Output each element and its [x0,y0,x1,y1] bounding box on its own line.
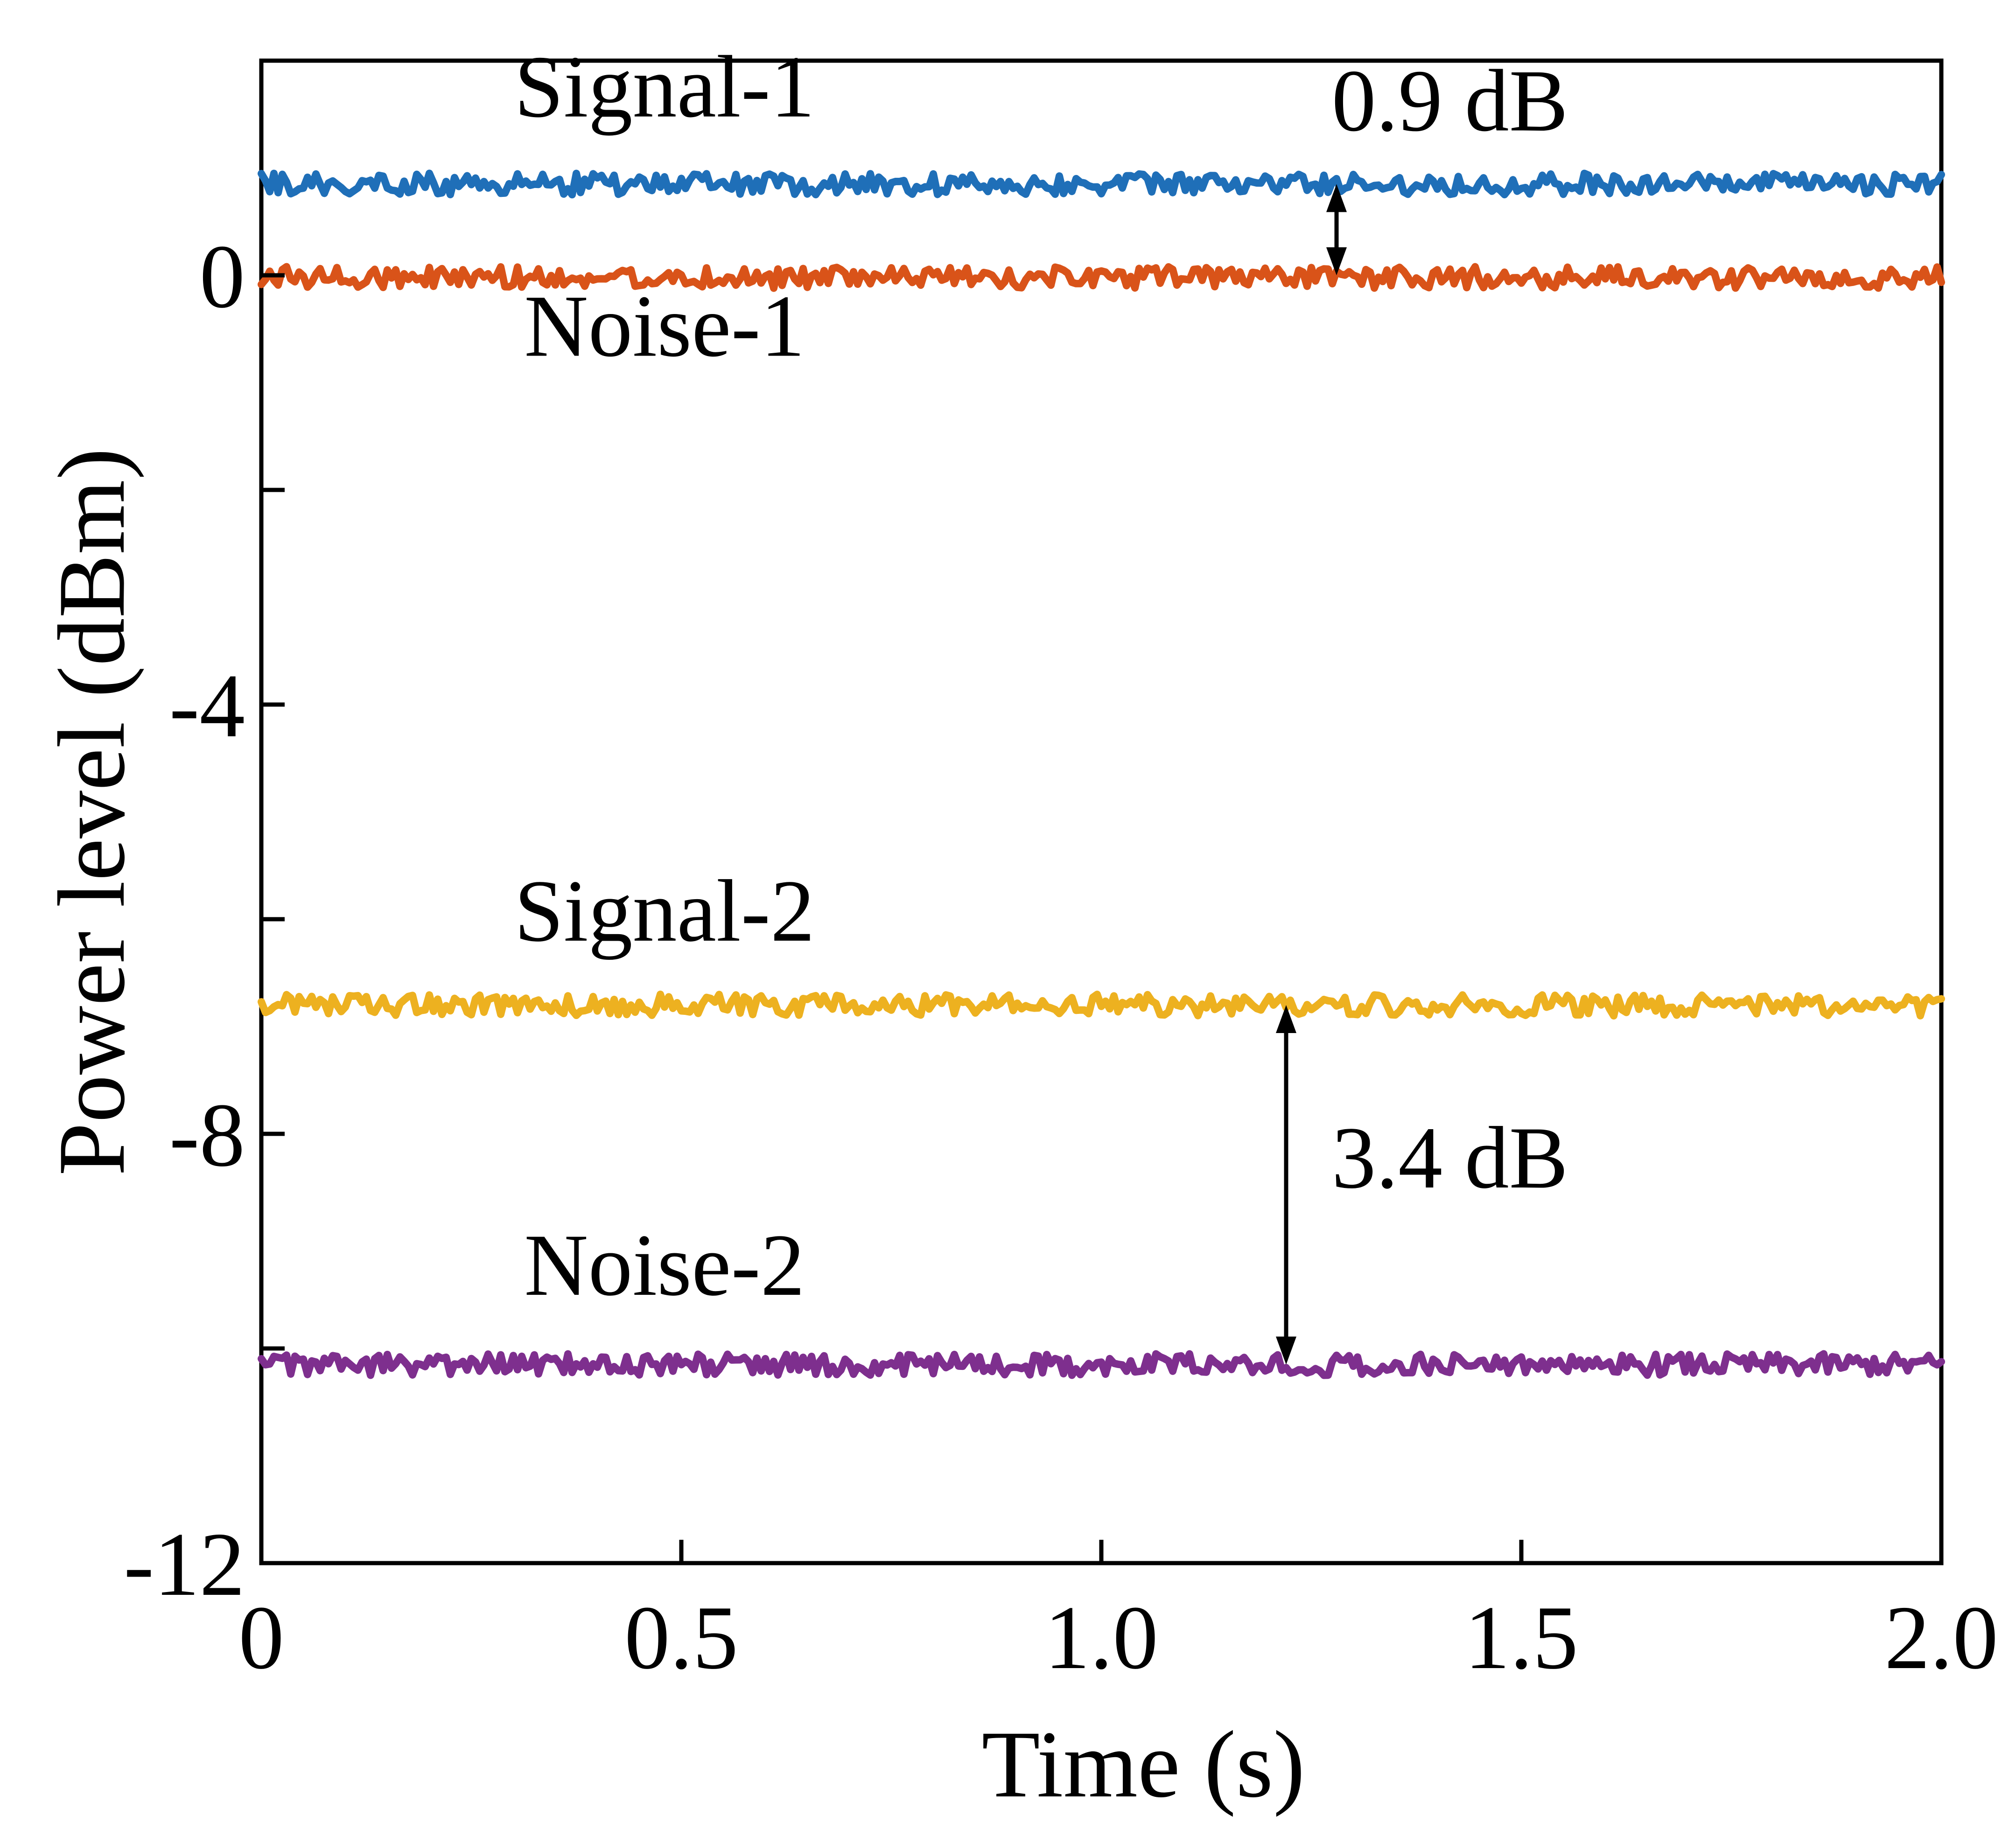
series-line-signal-1 [258,169,1945,199]
x-tick-label-2: 1.0 [1044,1587,1158,1688]
series-line-noise-2 [258,1350,1945,1379]
y-tick-label-4: -4 [169,656,245,756]
y-tick-label-6: 0 [200,226,245,327]
arrow-head-up-1 [1276,1005,1296,1033]
arrow-head-up-0 [1326,184,1347,212]
y-axis-tick-labels: -12 -8 -4 0 [124,226,245,1615]
y-axis-ticks [261,273,285,1351]
arrow-layer [1276,184,1347,1365]
x-tick-label-1: 0.5 [624,1587,738,1688]
arrow-head-down-0 [1326,247,1347,275]
x-tick-label-0: 0 [238,1587,284,1688]
annotation-gap-0-9db: 0.9 dB [1332,52,1568,150]
x-tick-label-3: 1.5 [1464,1587,1578,1688]
series-line-noise-1 [258,263,1945,292]
annotation-signal-2: Signal-2 [514,862,815,960]
x-tick-label-4: 2.0 [1884,1587,1998,1688]
x-axis-tick-labels: 0 0.5 1.0 1.5 2.0 [238,1587,1998,1688]
series-line-signal-2 [258,991,1945,1020]
series-layer [258,169,1945,1379]
y-axis-title: Power level (dBm) [39,448,145,1176]
y-tick-label-0: -12 [124,1514,245,1615]
arrow-head-down-1 [1276,1336,1296,1365]
y-tick-label-2: -8 [169,1085,245,1186]
annotation-noise-1: Noise-1 [524,278,805,376]
annotation-layer: Signal-1 Noise-1 Signal-2 Noise-2 0.9 dB… [514,38,1568,1314]
annotation-signal-1: Signal-1 [514,38,815,136]
annotation-gap-3-4db: 3.4 dB [1332,1109,1568,1207]
x-axis-ticks [679,1540,1524,1563]
annotation-noise-2: Noise-2 [524,1216,805,1314]
x-axis-title: Time (s) [982,1711,1305,1817]
